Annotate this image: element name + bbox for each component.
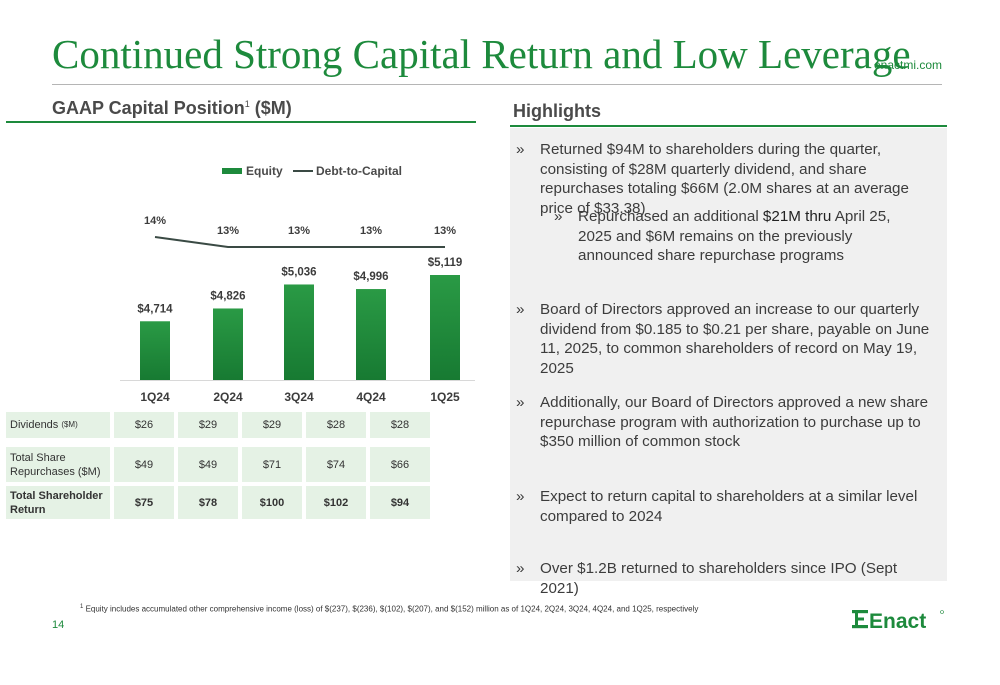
logo-wordmark: Enact: [869, 610, 926, 633]
table-row-label: Dividends ($M): [6, 412, 110, 438]
table-cell: $102: [306, 486, 366, 519]
footnote-text: Equity includes accumulated other compre…: [83, 604, 699, 614]
equity-value-label: $4,714: [137, 303, 173, 315]
table-cell: $74: [306, 447, 366, 482]
highlight-bullet-1: » Returned $94M to shareholders during t…: [516, 140, 940, 218]
highlight-sub-text-post: April 25, 2025 and $6M remains on the pr…: [578, 208, 891, 264]
capital-position-heading: GAAP Capital Position1 ($M): [52, 98, 292, 119]
highlight-text-3: Additionally, our Board of Directors app…: [540, 394, 929, 450]
x-tick-label: 2Q24: [213, 390, 243, 404]
highlight-text-5: Over $1.2B returned to shareholders sinc…: [540, 560, 898, 597]
highlights-panel: [510, 128, 947, 581]
bullet-marker: »: [516, 301, 525, 318]
footnote-ref: 1: [244, 99, 250, 109]
highlight-sub-bullet-1: » Repurchased an additional $21M thru Ap…: [554, 207, 923, 266]
table-row-label-text: Total Shareholder Return: [10, 489, 103, 516]
capital-position-rule: [6, 121, 476, 123]
highlight-text-2: Board of Directors approved an increase …: [540, 301, 930, 377]
highlights-rule: [510, 125, 947, 127]
x-tick-label: 1Q25: [430, 390, 460, 404]
table-cell: $66: [370, 447, 430, 482]
legend-label-debt-to-capital: Debt-to-Capital: [316, 164, 402, 178]
equity-value-label: $4,826: [210, 290, 245, 302]
x-tick-label: 3Q24: [284, 390, 314, 404]
capital-position-heading-text: GAAP Capital Position: [52, 98, 245, 118]
table-cell: $75: [114, 486, 174, 519]
table-row-unit: ($M): [61, 420, 78, 429]
capital-chart: Equity Debt-to-Capital 14% 13% 13% 13% 13% $4,7…: [120, 164, 475, 404]
highlight-sub-text-emph: $21M thru: [762, 208, 832, 225]
debt-to-capital-label: 13%: [360, 225, 382, 237]
bullet-marker: »: [516, 394, 525, 411]
highlights-heading: Highlights: [513, 101, 601, 121]
footnote: 1 Equity includes accumulated other comp…: [80, 604, 698, 614]
table-cell: $49: [178, 447, 238, 482]
enact-logo: Enact: [852, 610, 944, 633]
equity-value-label: $4,996: [353, 271, 388, 283]
equity-value-label: $5,119: [428, 257, 463, 269]
table-row: Total Shareholder Return $75 $78 $100 $102 $9…: [6, 486, 476, 519]
table-cell: $94: [370, 486, 430, 519]
highlight-bullet-2: » Board of Directors approved an increas…: [516, 300, 940, 378]
table-row: Total Share Repurchases ($M) $49 $49 $71 $74…: [6, 447, 476, 482]
table-cell: $28: [370, 412, 430, 438]
table-cell: $49: [114, 447, 174, 482]
highlight-text-1: Returned $94M to shareholders during the…: [540, 141, 909, 217]
table-cell: $100: [242, 486, 302, 519]
page-number: 14: [52, 619, 65, 631]
debt-to-capital-label: 14%: [144, 215, 166, 227]
equity-value-label: $5,036: [281, 266, 316, 278]
table-cell: $71: [242, 447, 302, 482]
title-divider: [52, 84, 942, 85]
highlight-bullet-5: » Over $1.2B returned to shareholders si…: [516, 559, 940, 598]
table-cell: $29: [242, 412, 302, 438]
table-cell: $29: [178, 412, 238, 438]
equity-bar: [284, 284, 314, 380]
debt-to-capital-label: 13%: [288, 225, 310, 237]
equity-bar: [140, 321, 170, 380]
table-cell: $78: [178, 486, 238, 519]
x-tick-label: 4Q24: [356, 390, 386, 404]
legend-swatch-equity: [222, 168, 242, 174]
site-url[interactable]: enactmi.com: [873, 58, 942, 72]
debt-to-capital-line: [154, 236, 445, 248]
highlight-bullet-3: » Additionally, our Board of Directors a…: [516, 393, 940, 452]
bullet-marker: »: [516, 488, 525, 505]
bullet-marker: »: [516, 141, 525, 158]
table-row-label-text: Dividends: [10, 419, 59, 431]
debt-to-capital-label: 13%: [217, 225, 239, 237]
capital-position-heading-unit: ($M): [249, 98, 292, 118]
highlight-text-4: Expect to return capital to shareholders…: [540, 488, 918, 525]
equity-bar: [430, 275, 460, 380]
bullet-marker: »: [516, 560, 525, 577]
debt-to-capital-label: 13%: [434, 225, 456, 237]
table-cell: $26: [114, 412, 174, 438]
table-row-label: Total Share Repurchases ($M): [6, 447, 110, 482]
table-row-label: Total Shareholder Return: [6, 486, 110, 519]
table-cell: $28: [306, 412, 366, 438]
legend-label-equity: Equity: [246, 164, 283, 178]
highlight-bullet-4: » Expect to return capital to shareholde…: [516, 487, 940, 526]
table-row-label-text: Total Share Repurchases ($M): [10, 451, 101, 478]
equity-bar: [356, 289, 386, 380]
highlight-sub-text-pre: Repurchased an additional: [578, 208, 763, 225]
x-tick-label: 1Q24: [140, 390, 170, 404]
footnote-number: 1: [80, 604, 84, 610]
equity-bar: [213, 308, 243, 380]
page-title: Continued Strong Capital Return and Low …: [52, 31, 911, 77]
table-row: Dividends ($M) $26 $29 $29 $28 $28: [6, 412, 476, 438]
bullet-marker: »: [554, 208, 563, 225]
